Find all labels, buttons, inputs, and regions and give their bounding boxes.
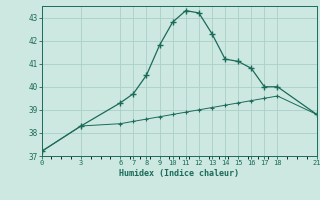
X-axis label: Humidex (Indice chaleur): Humidex (Indice chaleur)	[119, 169, 239, 178]
